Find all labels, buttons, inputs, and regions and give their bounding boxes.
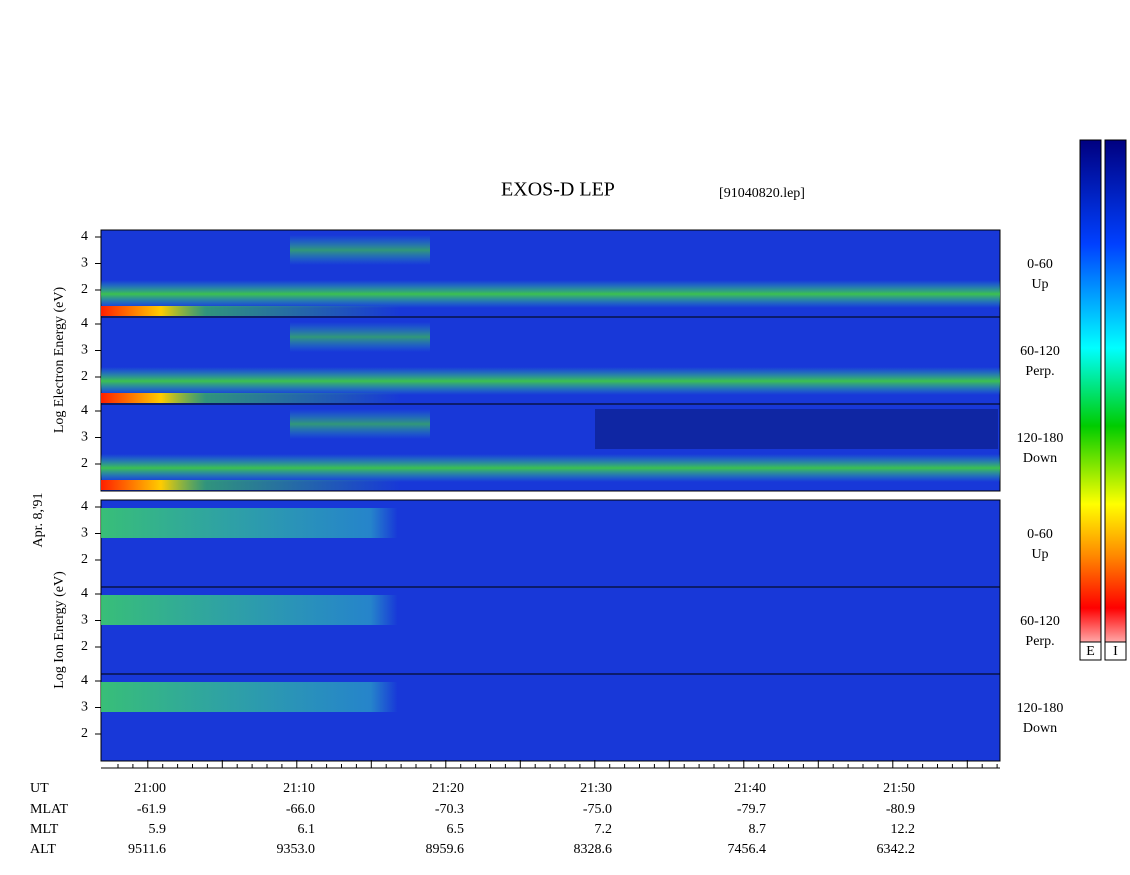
y-tick-label: 4 xyxy=(81,586,88,601)
y-tick-label: 2 xyxy=(81,639,88,654)
row-value: -61.9 xyxy=(137,802,166,817)
row-name: UT xyxy=(30,781,49,796)
row-value: 5.9 xyxy=(149,822,167,837)
row-value: 6.1 xyxy=(298,822,316,837)
panel-direction: Down xyxy=(1023,721,1057,736)
spectrogram-band xyxy=(101,280,1000,308)
row-value: 9511.6 xyxy=(128,842,166,857)
panel-range: 120-180 xyxy=(1017,701,1064,716)
spectrogram-band xyxy=(101,508,1000,538)
spectrogram-band xyxy=(101,393,401,403)
row-value: -80.9 xyxy=(886,802,915,817)
row-value: 8328.6 xyxy=(574,842,613,857)
panel-direction: Up xyxy=(1031,277,1048,292)
row-value: 6342.2 xyxy=(877,842,916,857)
date-label: Apr. 8,'91 xyxy=(31,492,46,547)
panel-range: 0-60 xyxy=(1027,527,1053,542)
y-tick-label: 3 xyxy=(81,700,88,715)
y-tick-label: 2 xyxy=(81,456,88,471)
time-axis: UT 21:00 21:10 21:20 21:30 21:40 21:50 MLAT -61.… xyxy=(30,760,1000,857)
panel-direction: Perp. xyxy=(1025,364,1054,379)
row-value: 21:20 xyxy=(432,781,464,796)
panels: 2 3 4 0-60 Up 2 3 4 60-120 Perp. 2 3 4 120-180 Down 2 3 4… xyxy=(81,229,1064,762)
row-value: 21:30 xyxy=(580,781,612,796)
row-value: 7456.4 xyxy=(728,842,767,857)
y-tick-label: 4 xyxy=(81,499,88,514)
panel-range: 60-120 xyxy=(1020,344,1060,359)
spectrogram-band xyxy=(290,235,430,265)
panel-direction: Down xyxy=(1023,451,1057,466)
spectrogram-dark xyxy=(595,409,998,449)
spectrogram-band xyxy=(101,367,1000,395)
panel-range: 0-60 xyxy=(1027,257,1053,272)
row-value: 7.2 xyxy=(595,822,613,837)
panel-direction: Perp. xyxy=(1025,634,1054,649)
row-value: 8.7 xyxy=(749,822,767,837)
row-value: 12.2 xyxy=(891,822,916,837)
y-tick-label: 2 xyxy=(81,552,88,567)
spectrogram-band xyxy=(101,595,1000,625)
y-tick-label: 4 xyxy=(81,673,88,688)
colorbar-label-box xyxy=(1079,641,1102,661)
file-label: [91040820.lep] xyxy=(719,186,805,201)
y-tick-label: 3 xyxy=(81,613,88,628)
y-tick-label: 4 xyxy=(81,316,88,331)
y-tick-label: 3 xyxy=(81,343,88,358)
y-tick-label: 2 xyxy=(81,726,88,741)
colorbar-electron xyxy=(1079,139,1102,661)
colorbar-label: E xyxy=(1086,644,1095,659)
spectrogram-band xyxy=(101,682,1000,712)
row-value: 6.5 xyxy=(447,822,465,837)
spectrogram-band xyxy=(290,322,430,352)
y-tick-label: 3 xyxy=(81,526,88,541)
colorbars: E I xyxy=(1079,139,1127,661)
row-name: ALT xyxy=(30,842,56,857)
spectrogram-band xyxy=(101,480,401,490)
row-value: 21:00 xyxy=(134,781,166,796)
panel-range: 60-120 xyxy=(1020,614,1060,629)
row-value: 21:10 xyxy=(283,781,315,796)
colorbar-label: I xyxy=(1113,644,1118,659)
spectrogram-band xyxy=(290,409,430,439)
electron-axis-label: Log Electron Energy (eV) xyxy=(52,287,67,434)
spectrogram-band xyxy=(101,454,1000,482)
colorbar-ion xyxy=(1104,139,1127,661)
y-tick-label: 4 xyxy=(81,229,88,244)
row-value: -75.0 xyxy=(583,802,612,817)
row-value: 21:40 xyxy=(734,781,766,796)
panel-range: 120-180 xyxy=(1017,431,1064,446)
row-value: -66.0 xyxy=(286,802,315,817)
panel-direction: Up xyxy=(1031,547,1048,562)
row-value: -70.3 xyxy=(435,802,464,817)
y-tick-label: 2 xyxy=(81,369,88,384)
colorbar-label-box xyxy=(1104,641,1127,661)
title: EXOS-D LEP xyxy=(501,179,615,201)
row-value: 9353.0 xyxy=(277,842,316,857)
ion-axis-label: Log Ion Energy (eV) xyxy=(52,571,67,689)
y-tick-label: 4 xyxy=(81,403,88,418)
y-tick-label: 3 xyxy=(81,430,88,445)
row-name: MLAT xyxy=(30,802,69,817)
y-tick-label: 3 xyxy=(81,256,88,271)
row-value: 8959.6 xyxy=(426,842,465,857)
spectrogram-band xyxy=(101,306,401,316)
row-name: MLT xyxy=(30,822,59,837)
y-tick-label: 2 xyxy=(81,282,88,297)
row-value: 21:50 xyxy=(883,781,915,796)
row-value: -79.7 xyxy=(737,802,766,817)
